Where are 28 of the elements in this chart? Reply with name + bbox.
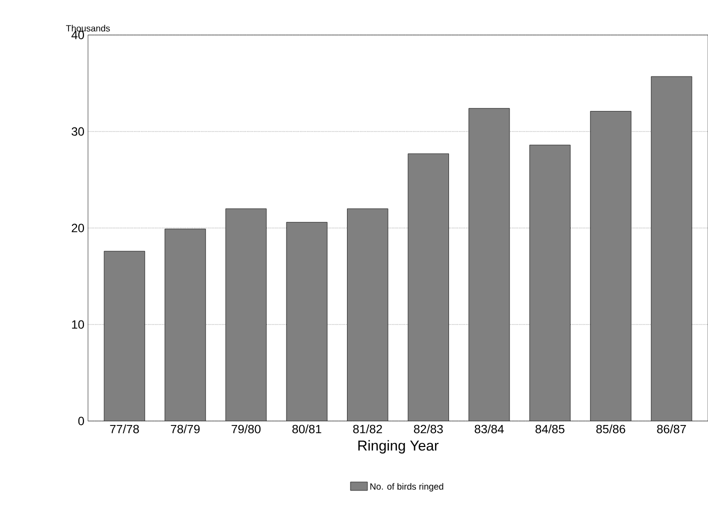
x-tick-label: 83/84 bbox=[474, 424, 504, 434]
x-tick-label: 84/85 bbox=[536, 424, 564, 434]
bar bbox=[104, 251, 145, 421]
legend-label: No. of birds ringed bbox=[370, 483, 444, 492]
x-axis-title: Ringing Year bbox=[358, 440, 439, 454]
x-tick-label: 86/87 bbox=[657, 424, 686, 434]
x-tick-label: 77/78 bbox=[110, 424, 139, 434]
bar bbox=[164, 228, 206, 421]
x-tick-label: 81/82 bbox=[353, 424, 382, 434]
bar bbox=[650, 76, 692, 421]
y-axis-title: Thousands bbox=[66, 24, 110, 32]
bar bbox=[286, 222, 328, 421]
x-tick-label: 80/81 bbox=[292, 424, 322, 434]
y-tick-label: 30 bbox=[72, 127, 84, 136]
bar bbox=[530, 145, 570, 421]
x-tick-label: 78/79 bbox=[170, 424, 200, 434]
y-tick-label: 20 bbox=[72, 224, 84, 232]
x-tick-label: 79/80 bbox=[232, 424, 261, 434]
bar bbox=[226, 208, 266, 421]
y-tick-label: 10 bbox=[72, 320, 84, 329]
bar bbox=[347, 208, 388, 421]
bar bbox=[408, 154, 449, 421]
y-tick-label: 40 bbox=[71, 30, 84, 40]
bar bbox=[590, 111, 632, 421]
bar bbox=[468, 108, 510, 421]
x-tick-label: 85/86 bbox=[596, 424, 626, 434]
y-tick-label: 0 bbox=[78, 416, 84, 426]
x-tick-label: 82/83 bbox=[414, 424, 443, 434]
